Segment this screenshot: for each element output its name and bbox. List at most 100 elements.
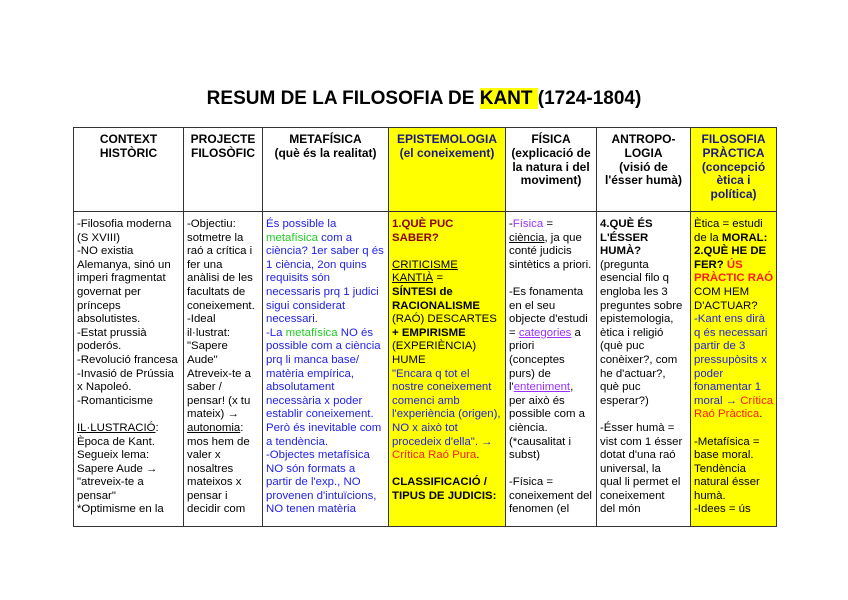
text-line: esencial filo q <box>600 272 687 286</box>
body-cell-metafisica: És possible la metafísica com a ciència? 1… <box>262 211 389 527</box>
text-segment: partir de 3 <box>694 340 746 353</box>
text-segment: pensar! (x tu <box>187 394 251 407</box>
header-line: PRÀCTICA <box>702 145 765 160</box>
text-line: ciència? 1er saber q és <box>266 245 385 259</box>
text-line: facultats de <box>187 286 259 300</box>
text-segment: sigui considerat <box>266 299 346 312</box>
text-line: prínceps <box>77 300 180 314</box>
text-line: imperi fragmentat <box>77 272 180 286</box>
text-line: q és necessari <box>694 327 773 341</box>
text-line: Però és inevitable com <box>266 422 385 436</box>
text-line: CRITICISME <box>392 259 502 273</box>
text-line: absolutament <box>266 381 385 395</box>
text-segment: (EXPERIÈNCIA) <box>392 340 477 353</box>
text-segment: metafísica <box>266 231 318 244</box>
text-segment: (què puc <box>600 340 645 353</box>
text-line: COM HEM <box>694 286 773 300</box>
text-segment: (*causalitat i <box>509 435 572 448</box>
text-segment: metafísica <box>285 326 338 339</box>
text-line: -Filosofia moderna <box>77 218 180 232</box>
text-segment: mateixos x <box>187 476 242 489</box>
text-segment: NO són formats a <box>266 462 356 475</box>
text-line: absolutistes. <box>77 313 180 327</box>
text-line: IL·LUSTRACIÓ: <box>77 422 180 436</box>
header-cell-projecte-filosofic: PROJECTE FILOSÒFIC <box>183 127 263 212</box>
text-line: què puc <box>600 381 687 395</box>
text-line: Alemanya, sinó un <box>77 259 180 273</box>
text-segment: -Romanticisme <box>77 394 153 407</box>
text-line: -Es fonamenta <box>509 286 593 300</box>
header-cell-filosofia-practica: FILOSOFIA PRÀCTICA (concepció ètica i políti… <box>690 127 777 212</box>
text-segment: Física <box>512 218 544 230</box>
text-segment: x Napoleó. <box>77 381 132 394</box>
text-segment: -Kant ens dirà <box>694 313 765 326</box>
text-line: coneixement. <box>187 300 259 314</box>
header-line: FÍSICA <box>531 132 571 146</box>
text-line: il·lustrat: <box>187 327 259 341</box>
text-segment: purs) de <box>509 367 551 380</box>
text-line: necessari. <box>266 313 385 327</box>
text-segment: 2.QUÈ HE DE <box>694 245 767 258</box>
text-line: -Romanticisme <box>77 395 180 409</box>
text-segment: MORAL: <box>721 231 768 244</box>
text-segment: -Revolució francesa <box>77 353 178 366</box>
text-segment: de la <box>694 231 722 244</box>
text-line: NO x això tot <box>392 422 502 436</box>
text-segment: l' <box>509 381 514 394</box>
header-cell-epistemologia: EPISTEMOLOGIA (el coneixement) <box>388 127 506 212</box>
text-segment: necessari. <box>266 313 318 326</box>
text-line: *Optimisme en la <box>77 503 180 517</box>
text-segment: absolutistes. <box>77 313 141 326</box>
text-segment: possible com a <box>509 408 585 421</box>
text-segment: enteniment <box>513 381 571 394</box>
text-segment: sotmetre la <box>187 231 244 244</box>
text-segment: necessaris prq 1 judici <box>266 285 379 298</box>
header-line: la natura i del <box>512 159 590 174</box>
text-line: -Ideal <box>187 313 259 327</box>
text-segment: establir coneixement. <box>266 408 374 421</box>
header-line: LOGIA <box>624 145 663 160</box>
text-line: valer x <box>187 449 259 463</box>
text-segment: absolutament <box>266 381 335 394</box>
text-line: fonamentar 1 <box>694 381 773 395</box>
text-segment: objecte d'estudi <box>509 313 588 326</box>
text-segment: provenen d'intuïcions, <box>266 489 377 502</box>
text-segment: ciència? 1er saber q és <box>266 245 384 258</box>
text-segment: CLASSIFICACIÓ / <box>392 476 487 489</box>
body-cell-filosofia-practica: Ètica = estudi de la MORAL: 2.QUÈ HE DE FER… <box>690 211 777 527</box>
text-segment: poderós. <box>77 340 122 353</box>
text-line: Aude" <box>187 354 259 368</box>
text-segment: Crítica <box>740 394 774 407</box>
text-line: "Encara q tot el <box>392 368 502 382</box>
text-segment: TIPUS DE JUDICIS: <box>392 489 497 502</box>
text-line: establir coneixement. <box>266 408 385 422</box>
text-segment: -Idees = ús <box>694 503 751 516</box>
text-segment: subst) <box>509 449 541 462</box>
header-row: CONTEXT HISTÒRIC PROJECTE FILOSÒFIC METAFÍSI… <box>73 127 777 212</box>
text-segment: NO x això tot <box>392 421 458 434</box>
text-segment: moral → <box>694 394 741 407</box>
text-line: necessaris prq 1 judici <box>266 286 385 300</box>
text-line: humà. <box>694 490 773 504</box>
text-line <box>694 422 773 436</box>
text-segment: engloba les 3 <box>600 285 668 298</box>
text-segment: què puc <box>600 381 641 394</box>
text-segment: dotat d'una raó <box>600 449 676 462</box>
text-segment: Segueix lema: <box>77 449 150 462</box>
header-line: (visió de <box>619 159 668 174</box>
text-segment: natural ésser <box>694 476 760 489</box>
text-segment: "Sapere <box>187 340 228 353</box>
text-line: -Física = <box>509 218 593 232</box>
text-segment: -Filosofia moderna <box>77 218 172 230</box>
document-title: RESUM DE LA FILOSOFIA DE KANT (1724-1804… <box>0 88 848 110</box>
text-line: (conceptes <box>509 354 593 368</box>
text-segment: - <box>509 218 513 230</box>
text-segment: -Objectes metafísica <box>266 449 370 462</box>
text-segment: fer una <box>187 258 223 271</box>
text-line: autonomia: <box>187 422 259 436</box>
text-line: esperar?) <box>600 395 687 409</box>
text-segment: RACIONALISME <box>392 299 480 312</box>
text-segment: = <box>509 326 519 339</box>
text-segment: ètica i religió <box>600 326 664 339</box>
text-line: objecte d'estudi <box>509 313 593 327</box>
